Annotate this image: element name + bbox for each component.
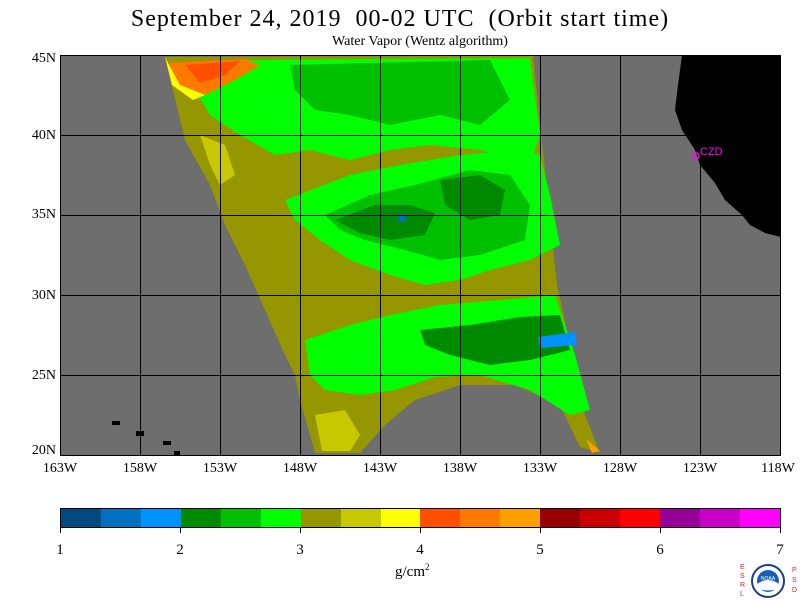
colorbar-segment xyxy=(420,509,461,527)
lat-label-45n: 45N xyxy=(31,51,56,66)
noaa-emblem-text: NOAA xyxy=(761,576,776,582)
colorbar-label-4: 4 xyxy=(416,542,424,558)
chart-subtitle: Water Vapor (Wentz algorithm) xyxy=(332,34,508,49)
colorbar-segment xyxy=(220,509,261,527)
colorbar-segment xyxy=(180,509,221,527)
colorbar-segment xyxy=(380,509,421,527)
swath-moist-patch-red xyxy=(185,61,240,83)
units-text: g/cm xyxy=(395,564,425,580)
colorbar-tick xyxy=(180,527,181,533)
colorbar-segment xyxy=(620,509,661,527)
lon-label-148w: 148W xyxy=(282,461,318,476)
lon-label-138w: 138W xyxy=(442,461,478,476)
lon-label-153w: 153W xyxy=(202,461,238,476)
swath-yellowolive-south xyxy=(315,410,360,451)
logo-right-letter-s: S xyxy=(792,577,797,584)
lon-label-158w: 158W xyxy=(122,461,158,476)
swath-dry-patch-blue-1 xyxy=(538,332,577,348)
noaa-esrl-psd-logo: E S R L P S D NOAA xyxy=(740,564,797,598)
land-north-america xyxy=(675,55,781,237)
logo-left-letter-r: R xyxy=(740,582,745,589)
lon-label-128w: 128W xyxy=(602,461,638,476)
colorbar-units: g/cm2 xyxy=(395,562,430,581)
colorbar-tick xyxy=(60,527,61,533)
colorbar-segment xyxy=(260,509,301,527)
colorbar-segment xyxy=(739,509,780,527)
station-label: CZD xyxy=(700,146,723,158)
colorbar-label-3: 3 xyxy=(296,542,304,558)
colorbar-label-7: 7 xyxy=(776,542,784,558)
logo-left-letter-s: S xyxy=(740,573,745,580)
satellite-swath xyxy=(165,56,600,453)
colorbar-segment xyxy=(61,509,101,527)
lat-label-25n: 25N xyxy=(31,368,56,383)
swath-green-north xyxy=(290,60,510,125)
swath-yellowolive-west xyxy=(200,135,235,185)
colorbar-segment xyxy=(100,509,141,527)
lat-label-35n: 35N xyxy=(31,207,56,222)
colorbar-segment xyxy=(460,509,501,527)
units-exponent: 2 xyxy=(425,562,430,572)
colorbar-label-2: 2 xyxy=(176,542,184,558)
lat-label-20n: 20N xyxy=(31,443,56,458)
colorbar-segment xyxy=(340,509,381,527)
lon-label-143w: 143W xyxy=(362,461,398,476)
station-marker-czd xyxy=(692,152,700,160)
lat-label-40n: 40N xyxy=(31,128,56,143)
water-vapor-map: CZD xyxy=(60,55,781,456)
colorbar-segment xyxy=(140,509,181,527)
colorbar-tick xyxy=(660,527,661,533)
colorbar-tick xyxy=(540,527,541,533)
colorbar-tick xyxy=(780,527,781,533)
logo-left-letter-l: L xyxy=(740,591,744,598)
lon-label-133w: 133W xyxy=(522,461,558,476)
lon-label-163w: 163W xyxy=(42,461,78,476)
swath-darkgreen-core xyxy=(335,205,435,240)
lat-lon-grid xyxy=(60,55,781,456)
colorbar-segment xyxy=(700,509,740,527)
colorbar-segment xyxy=(300,509,341,527)
colorbar-segment xyxy=(500,509,541,527)
colorbar-tick xyxy=(420,527,421,533)
colorbar-segment xyxy=(580,509,621,527)
colorbar-tick xyxy=(300,527,301,533)
colorbar-segment xyxy=(540,509,581,527)
lon-label-123w: 123W xyxy=(682,461,718,476)
colorbar xyxy=(60,508,781,528)
swath-tip-orange xyxy=(586,439,600,453)
lon-label-118w: 118W xyxy=(761,461,795,476)
colorbar-label-1: 1 xyxy=(56,542,64,558)
logo-right-letter-d: D xyxy=(792,587,797,594)
swath-darkgreen-south xyxy=(420,315,570,365)
colorbar-segment xyxy=(660,509,700,527)
colorbar-label-6: 6 xyxy=(656,542,664,558)
colorbar-label-5: 5 xyxy=(536,542,544,558)
logo-left-letter-e: E xyxy=(740,564,745,571)
chart-title: September 24, 2019 00-02 UTC (Orbit star… xyxy=(130,6,670,32)
lat-label-30n: 30N xyxy=(31,288,56,303)
swath-moist-patch-yellow xyxy=(165,57,205,100)
logo-right-letter-p: P xyxy=(792,567,797,574)
swath-darkgreen-east xyxy=(440,175,505,220)
